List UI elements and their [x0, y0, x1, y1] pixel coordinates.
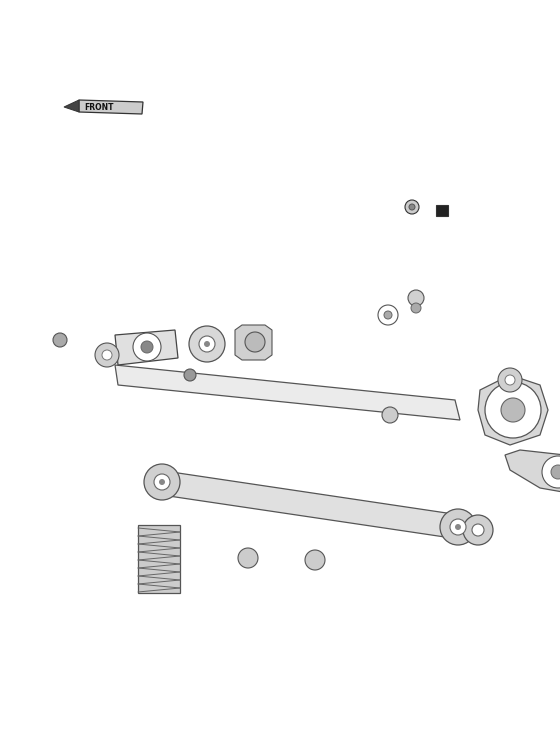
- Circle shape: [133, 333, 161, 361]
- Text: 130: 130: [58, 285, 74, 294]
- Circle shape: [245, 332, 265, 352]
- Circle shape: [102, 350, 112, 360]
- Circle shape: [408, 290, 424, 306]
- Circle shape: [505, 375, 515, 385]
- Circle shape: [411, 303, 421, 313]
- Text: 92022: 92022: [288, 545, 315, 554]
- Circle shape: [204, 341, 210, 347]
- Circle shape: [154, 343, 160, 349]
- Text: 92002: 92002: [220, 545, 248, 554]
- Text: 92027: 92027: [183, 292, 211, 301]
- Circle shape: [95, 343, 119, 367]
- Polygon shape: [115, 330, 178, 365]
- Circle shape: [551, 465, 560, 479]
- Text: 61370: 61370: [455, 83, 479, 92]
- Text: 92015: 92015: [360, 425, 388, 434]
- Text: FRONT: FRONT: [85, 104, 112, 110]
- Text: 92200A: 92200A: [452, 543, 486, 552]
- Circle shape: [384, 311, 392, 319]
- Text: 61370: 61370: [456, 82, 483, 91]
- Circle shape: [472, 524, 484, 536]
- Circle shape: [405, 200, 419, 214]
- Circle shape: [305, 550, 325, 570]
- Circle shape: [159, 479, 165, 485]
- Polygon shape: [505, 450, 560, 495]
- Circle shape: [144, 464, 180, 500]
- Circle shape: [542, 456, 560, 488]
- Polygon shape: [64, 100, 79, 112]
- Circle shape: [485, 382, 541, 438]
- Text: 13242: 13242: [88, 298, 115, 307]
- Text: 92144: 92144: [222, 285, 249, 294]
- Circle shape: [154, 474, 170, 490]
- Circle shape: [141, 341, 153, 353]
- Polygon shape: [478, 375, 548, 445]
- Text: Ref. Footrests: Ref. Footrests: [468, 372, 526, 381]
- Bar: [434, 204, 446, 214]
- Circle shape: [189, 326, 225, 362]
- Text: 92161: 92161: [130, 498, 157, 507]
- Circle shape: [149, 338, 165, 354]
- Text: 13242A: 13242A: [172, 420, 206, 429]
- Circle shape: [501, 398, 525, 422]
- Polygon shape: [79, 100, 143, 114]
- Circle shape: [463, 515, 493, 545]
- Polygon shape: [64, 100, 79, 112]
- Circle shape: [498, 368, 522, 392]
- Text: 39110: 39110: [315, 360, 342, 369]
- Bar: [138, 525, 180, 593]
- Circle shape: [184, 369, 196, 381]
- Text: 311: 311: [186, 368, 203, 377]
- Polygon shape: [115, 365, 460, 420]
- Text: 92200: 92200: [358, 318, 385, 327]
- Circle shape: [382, 407, 398, 423]
- Bar: [436, 205, 448, 216]
- Text: 92153: 92153: [395, 318, 422, 327]
- Polygon shape: [79, 100, 143, 114]
- Text: 92081: 92081: [418, 218, 445, 227]
- Text: 13161: 13161: [248, 248, 276, 257]
- Polygon shape: [158, 470, 465, 540]
- Circle shape: [238, 548, 258, 568]
- Polygon shape: [235, 325, 272, 360]
- Circle shape: [409, 204, 415, 210]
- Circle shape: [53, 333, 67, 347]
- Circle shape: [378, 305, 398, 325]
- Circle shape: [455, 524, 461, 530]
- Circle shape: [440, 509, 476, 545]
- Circle shape: [199, 336, 215, 352]
- Circle shape: [450, 519, 466, 535]
- Text: FRONT: FRONT: [84, 103, 114, 112]
